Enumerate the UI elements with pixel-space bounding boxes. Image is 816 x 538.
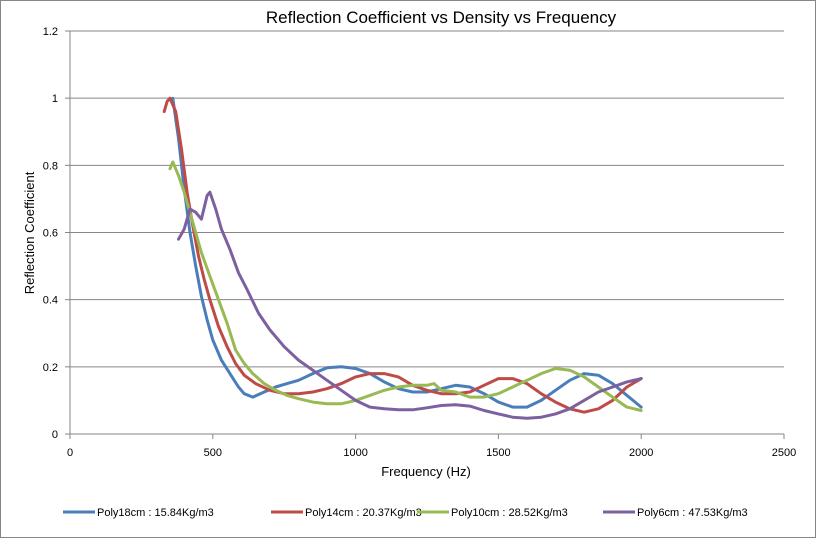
y-tick-labels: 0 0.2 0.4 0.6 0.8 1 1.2 (43, 26, 58, 441)
x-tick-label: 500 (204, 447, 222, 459)
series-line-4 (177, 190, 643, 420)
y-tick-label: 0.2 (43, 362, 58, 374)
y-axis-title: Reflection Coefficient (22, 171, 37, 294)
y-tick-label: 1 (52, 93, 58, 105)
y-tick-label: 0.4 (43, 295, 58, 307)
x-tick-label: 2500 (772, 447, 796, 459)
legend-label-3: Poly10cm : 28.52Kg/m3 (451, 507, 568, 519)
series-line-3 (168, 160, 643, 412)
grid-lines (70, 30, 784, 368)
legend: Poly18cm : 15.84Kg/m3 Poly14cm : 20.37Kg/… (63, 507, 748, 519)
x-tick-label: 2000 (629, 447, 653, 459)
x-tick-label: 0 (67, 447, 73, 459)
x-tick-label: 1000 (343, 447, 367, 459)
x-axis-title: Frequency (Hz) (381, 464, 471, 479)
y-tick-label: 0.6 (43, 228, 58, 240)
series-lines (162, 96, 643, 420)
x-tick-labels: 0 500 1000 1500 2000 2500 (67, 447, 796, 459)
legend-label-2: Poly14cm : 20.37Kg/m3 (305, 507, 422, 519)
y-tick-label: 0 (52, 429, 58, 441)
axes (65, 30, 785, 439)
series-line-2 (162, 96, 643, 414)
y-tick-label: 0.8 (43, 160, 58, 172)
x-tick-label: 1500 (486, 447, 510, 459)
y-tick-label: 1.2 (43, 26, 58, 38)
chart-title: Reflection Coefficient vs Density vs Fre… (266, 8, 617, 27)
legend-label-4: Poly6cm : 47.53Kg/m3 (637, 507, 748, 519)
legend-label-1: Poly18cm : 15.84Kg/m3 (97, 507, 214, 519)
